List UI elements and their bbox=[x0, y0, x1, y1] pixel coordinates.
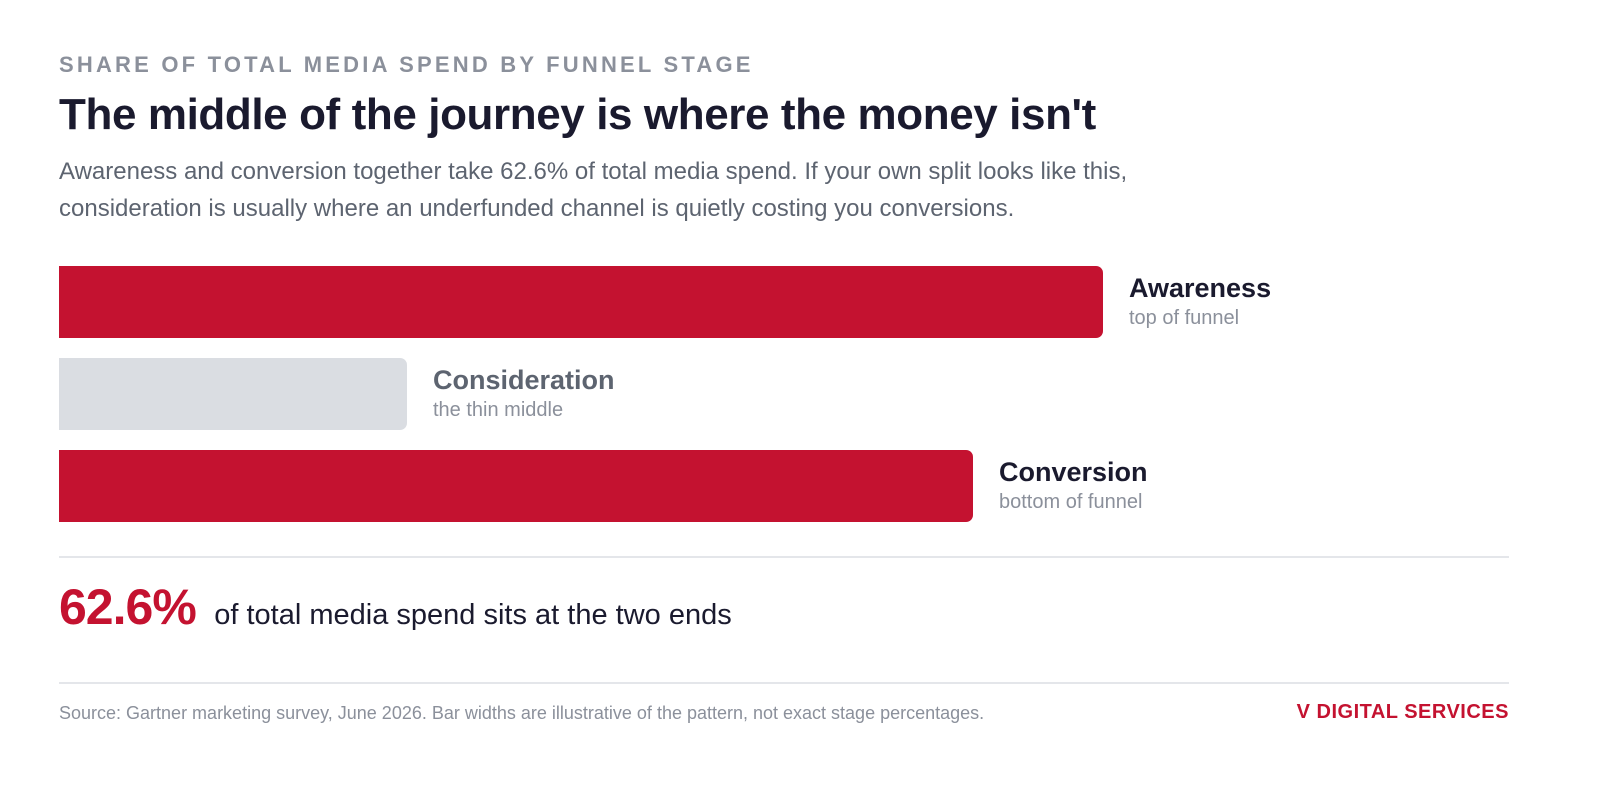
key-stat-value: 62.6% bbox=[59, 579, 197, 635]
chart-eyebrow: SHARE OF TOTAL MEDIA SPEND BY FUNNEL STA… bbox=[59, 52, 754, 77]
bar-awareness bbox=[59, 266, 1103, 338]
bar-label-awareness: Awareness top of funnel bbox=[1129, 271, 1271, 331]
bar-row-consideration: Consideration the thin middle bbox=[59, 358, 1509, 430]
bar-note-label: top of funnel bbox=[1129, 307, 1240, 329]
bar-label-conversion: Conversion bottom of funnel bbox=[999, 455, 1148, 515]
chart-title: The middle of the journey is where the m… bbox=[59, 90, 1096, 139]
key-stat-text: of total media spend sits at the two end… bbox=[214, 599, 732, 631]
key-stat: 62.6% of total media spend sits at the t… bbox=[59, 578, 732, 636]
divider-bottom bbox=[59, 682, 1509, 684]
bar-label-consideration: Consideration the thin middle bbox=[433, 363, 615, 423]
source-note: Source: Gartner marketing survey, June 2… bbox=[59, 703, 985, 723]
funnel-bar-chart: Awareness top of funnel Consideration the t… bbox=[59, 266, 1509, 524]
bar-row-conversion: Conversion bottom of funnel bbox=[59, 450, 1509, 522]
bar-note-label: the thin middle bbox=[433, 399, 564, 421]
bar-note-label: bottom of funnel bbox=[999, 491, 1143, 513]
bar-conversion bbox=[59, 450, 973, 522]
bar-category-label: Consideration bbox=[433, 365, 615, 395]
bar-consideration bbox=[59, 358, 407, 430]
bar-category-label: Awareness bbox=[1129, 273, 1272, 303]
bar-row-awareness: Awareness top of funnel bbox=[59, 266, 1509, 338]
brand-logo: V DIGITAL SERVICES bbox=[1296, 701, 1509, 723]
divider-top bbox=[59, 556, 1509, 558]
chart-subtitle: Awareness and conversion together take 6… bbox=[59, 158, 1128, 222]
bar-category-label: Conversion bbox=[999, 457, 1148, 487]
